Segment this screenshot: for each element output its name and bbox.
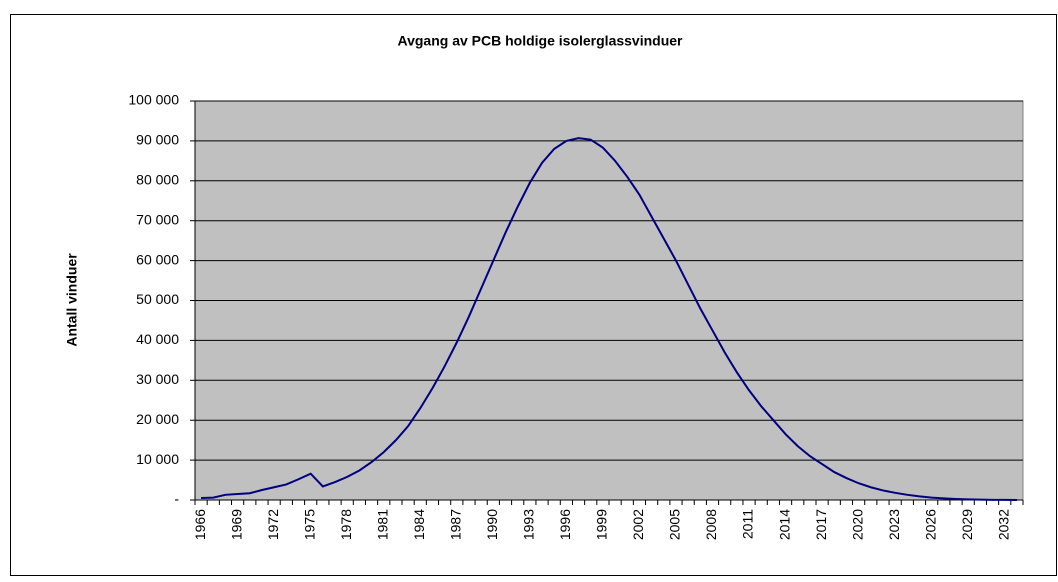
x-tick-label: 1975 xyxy=(301,509,317,540)
y-tick-label: 10 000 xyxy=(136,451,179,467)
chart-title: Avgang av PCB holdige isolerglassvinduer xyxy=(398,33,684,49)
x-tick-label: 2020 xyxy=(849,509,865,540)
x-tick-label: 1984 xyxy=(411,509,427,540)
y-tick-label: 30 000 xyxy=(136,371,179,387)
x-tick-label: 1978 xyxy=(338,509,354,540)
x-tick-label: 1972 xyxy=(265,509,281,540)
y-axis-label: Antall vinduer xyxy=(64,253,80,347)
x-tick-label: 1996 xyxy=(557,509,573,540)
y-tick-label: - xyxy=(174,491,179,507)
y-tick-label: 90 000 xyxy=(136,132,179,148)
y-tick-label: 100 000 xyxy=(128,92,179,108)
x-tick-label: 2017 xyxy=(813,509,829,540)
x-tick-label: 2008 xyxy=(703,509,719,540)
x-tick-label: 2002 xyxy=(630,509,646,540)
x-tick-label: 1966 xyxy=(192,509,208,540)
x-tick-label: 1999 xyxy=(594,509,610,540)
x-tick-label: 2005 xyxy=(667,509,683,540)
x-tick-label: 1969 xyxy=(228,509,244,540)
x-tick-label: 2023 xyxy=(886,509,902,540)
x-tick-label: 1993 xyxy=(521,509,537,540)
x-tick-label: 1987 xyxy=(447,509,463,540)
y-tick-label: 60 000 xyxy=(136,251,179,267)
y-tick-label: 20 000 xyxy=(136,411,179,427)
y-tick-label: 70 000 xyxy=(136,211,179,227)
y-tick-label: 40 000 xyxy=(136,331,179,347)
y-tick-label: 50 000 xyxy=(136,291,179,307)
x-tick-label: 2026 xyxy=(922,509,938,540)
x-tick-label: 2032 xyxy=(995,509,1011,540)
y-tick-label: 80 000 xyxy=(136,172,179,188)
x-tick-label: 1990 xyxy=(484,509,500,540)
x-tick-label: 2029 xyxy=(959,509,975,540)
line-series xyxy=(201,137,1017,501)
x-tick-label: 2011 xyxy=(740,509,756,539)
x-tick-label: 2014 xyxy=(776,509,792,540)
x-tick-label: 1981 xyxy=(374,509,390,540)
